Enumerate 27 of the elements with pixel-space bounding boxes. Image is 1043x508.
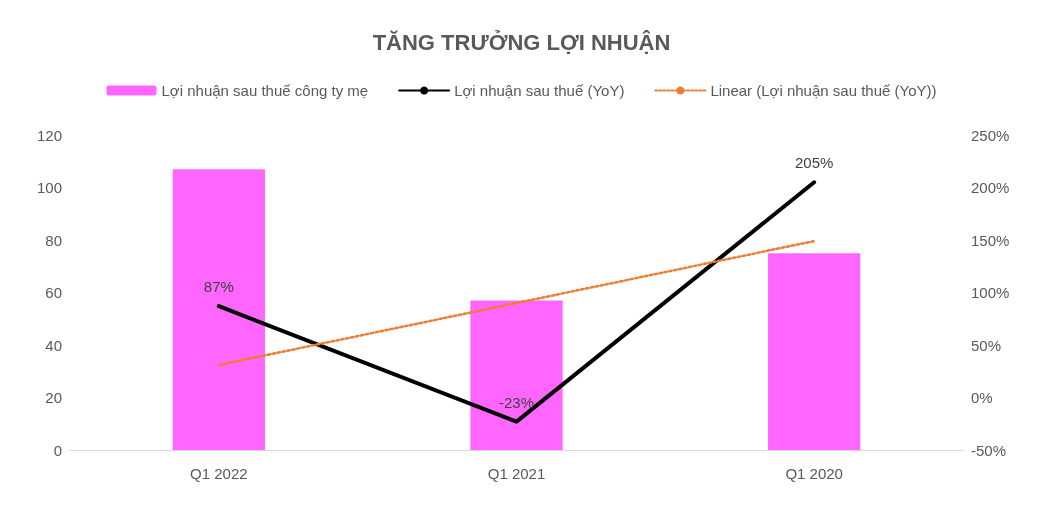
y-tick-label: 80 — [45, 231, 62, 249]
data-label: 205% — [794, 154, 834, 172]
y2-tick-label: 150% — [971, 231, 1010, 249]
legend-label: Lợi nhuận sau thuế (YoY) — [454, 82, 625, 99]
bar — [768, 253, 861, 450]
y2-tick-label: 250% — [971, 126, 1010, 144]
y-tick-label: 0 — [53, 441, 62, 459]
x-tick-label: Q1 2022 — [190, 465, 248, 482]
data-label: 87% — [203, 278, 234, 296]
x-tick-label: Q1 2020 — [785, 465, 843, 482]
y2-tick-label: 200% — [971, 179, 1010, 196]
y-tick-label: 100 — [36, 179, 62, 196]
y-tick-label: 60 — [45, 284, 62, 301]
legend-label: Linear (Lợi nhuận sau thuế (YoY)) — [710, 82, 937, 99]
data-label: -23% — [498, 393, 535, 411]
legend-label: Lợi nhuận sau thuế công ty mẹ — [161, 82, 369, 99]
y2-tick-label: 0% — [971, 389, 993, 406]
x-tick-label: Q1 2021 — [487, 465, 546, 482]
y2-tick-label: 50% — [971, 336, 1002, 354]
y-tick-label: 20 — [45, 389, 62, 406]
y-tick-label: 40 — [45, 336, 62, 354]
bar — [470, 300, 563, 450]
y2-tick-label: 100% — [971, 284, 1010, 301]
y2-tick-label: -50% — [971, 441, 1007, 459]
chart-title: TĂNG TRƯỞNG LỢI NHUẬN — [372, 29, 671, 55]
y-tick-label: 120 — [36, 126, 62, 144]
bar — [172, 169, 265, 450]
